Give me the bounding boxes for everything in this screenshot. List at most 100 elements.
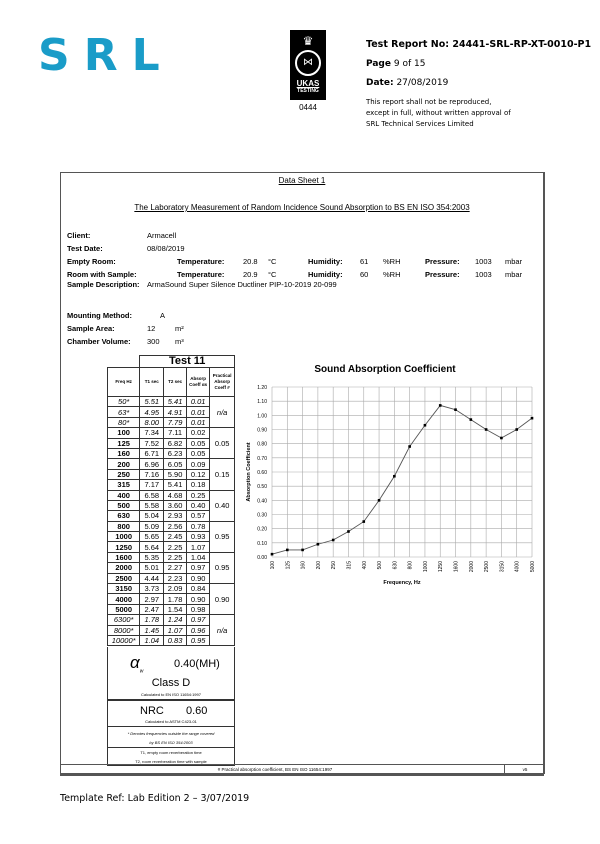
freq-cell: 1250 [106, 541, 141, 553]
coeff-cell: 0.90 [185, 593, 211, 605]
data-point [393, 474, 396, 478]
t1-cell: 8.00 [139, 416, 165, 429]
coeff-cell: 0.01 [185, 416, 211, 429]
nrc-section: NRC 0.60 Calculated to ASTM C423-01 [107, 700, 235, 727]
freq-cell: 1600 [106, 551, 141, 564]
sample-temp: 20.9 [243, 270, 258, 279]
coeff-cell: 1.07 [185, 541, 211, 553]
coeff-cell: 0.98 [185, 603, 211, 616]
nrc-label: NRC [140, 705, 164, 717]
t2-cell: 1.07 [163, 624, 187, 637]
t1-cell: 5.35 [139, 551, 165, 564]
freq-cell: 4000 [106, 593, 141, 605]
note: T1, empty room reverberation time [140, 750, 202, 755]
x-tick-label: 800 [408, 561, 414, 570]
x-axis-label: Frequency, Hz [383, 580, 420, 586]
t1-cell: 2.97 [139, 593, 165, 605]
freq-cell: 400 [106, 489, 141, 501]
t1-cell: 7.16 [139, 468, 165, 481]
table-row: 250 7.16 5.90 0.12 [106, 468, 235, 481]
freq-cell: 1000 [106, 531, 141, 543]
sample-pressure: 1003 [475, 270, 492, 279]
freq-cell: 800 [106, 520, 141, 533]
x-tick-label: 3150 [499, 561, 505, 572]
ukas-logo: ♛ ⋈ UKAS TESTING [290, 30, 326, 100]
freq-cell: 125 [106, 437, 141, 449]
table-row: 200 6.96 6.05 0.09 0.15 [106, 458, 235, 491]
t1-cell: 6.58 [139, 489, 165, 501]
freq-cell: 2500 [106, 572, 141, 585]
t1-cell: 5.65 [139, 531, 165, 543]
empty-pressure: 1003 [475, 257, 492, 266]
humidity-label: Humidity: [308, 257, 343, 266]
t1-cell: 4.95 [139, 406, 165, 418]
data-point [438, 404, 442, 407]
note: T2, room reverberation time with sample [135, 759, 207, 764]
y-tick-label: 0.50 [257, 484, 267, 490]
t1-cell: 7.17 [139, 479, 165, 491]
data-point [423, 423, 427, 427]
disclaimer: This report shall not be reproduced, exc… [366, 97, 511, 130]
t1-cell: 1.78 [139, 614, 165, 626]
desc-label: Sample Description: [67, 280, 140, 289]
t2-cell: 4.68 [163, 489, 187, 501]
results-table: Test 11 Freq Hz T1 sec T2 sec Absorp Coeff … [106, 355, 235, 647]
test-date-value: 08/08/2019 [147, 244, 185, 253]
coeff-cell: 0.25 [185, 489, 211, 501]
x-tick-label: 315 [346, 561, 352, 570]
note: * Denotes frequencies outside the range … [127, 731, 215, 736]
table-row: 315 7.17 5.41 0.18 [106, 479, 235, 491]
absorption-chart: Sound Absorption Coefficient 0.00 0.10 0.20… [246, 364, 536, 586]
t1-cell: 5.58 [139, 499, 165, 512]
sheet-subtitle: The Laboratory Measurement of Random Inc… [134, 203, 470, 212]
client-label: Client: [67, 231, 91, 240]
y-tick-label: 0.20 [257, 527, 267, 533]
alpha-value: 0.40(MH) [174, 658, 220, 670]
t2-cell: 2.27 [163, 562, 187, 574]
coeff-cell: 0.05 [185, 447, 211, 460]
t1-cell: 5.09 [139, 520, 165, 533]
t1-cell: 5.64 [139, 541, 165, 553]
table-row: 800 5.09 2.56 0.78 0.95 [106, 520, 235, 553]
freq-cell: 250 [106, 468, 141, 481]
data-point [331, 538, 335, 542]
y-axis-label: Absorption Coefficient [246, 442, 252, 501]
t1-cell: 5.04 [139, 510, 165, 522]
pressure-label: Pressure: [425, 257, 460, 266]
x-tick-label: 250 [331, 561, 337, 570]
coeff-cell: 0.95 [185, 634, 211, 647]
humidity-unit: %RH [383, 257, 401, 266]
freq-cell: 500 [106, 499, 141, 512]
t2-cell: 3.60 [163, 499, 187, 512]
disclaimer-line: except in full, without written approval… [366, 109, 511, 117]
freq-cell: 100 [106, 427, 141, 439]
table-row: 400 6.58 4.68 0.25 0.40 [106, 489, 235, 522]
volume-value: 300 [147, 337, 160, 346]
empty-temp: 20.8 [243, 257, 258, 266]
t1-cell: 7.52 [139, 437, 165, 449]
table-row: 100 7.34 7.11 0.02 0.05 [106, 427, 235, 460]
practical-coeff-cell: n/a [209, 395, 235, 429]
column-header: T2 sec [163, 367, 187, 397]
y-tick-label: 0.30 [257, 513, 267, 519]
x-tick-label: 1600 [454, 561, 460, 572]
t2-cell: 1.24 [163, 614, 187, 626]
client-value: Armacell [147, 231, 177, 240]
y-tick-label: 0.40 [257, 498, 267, 504]
column-header: Absorp Coeff αs [185, 367, 211, 397]
freq-cell: 63* [106, 406, 141, 418]
table-row: 1250 5.64 2.25 1.07 [106, 541, 235, 553]
page-label: Page [366, 59, 391, 69]
ukas-sub: TESTING [297, 88, 319, 94]
column-header: T1 sec [139, 367, 165, 397]
date-value: 27/08/2019 [396, 78, 449, 88]
x-tick-label: 5000 [530, 561, 536, 572]
room-sample-label: Room with Sample: [67, 270, 137, 279]
freq-cell: 630 [106, 510, 141, 522]
t2-cell: 2.25 [163, 551, 187, 564]
t1-cell: 1.45 [139, 624, 165, 637]
data-point [469, 418, 473, 421]
freq-cell: 160 [106, 447, 141, 460]
freq-cell: 3150 [106, 583, 141, 595]
